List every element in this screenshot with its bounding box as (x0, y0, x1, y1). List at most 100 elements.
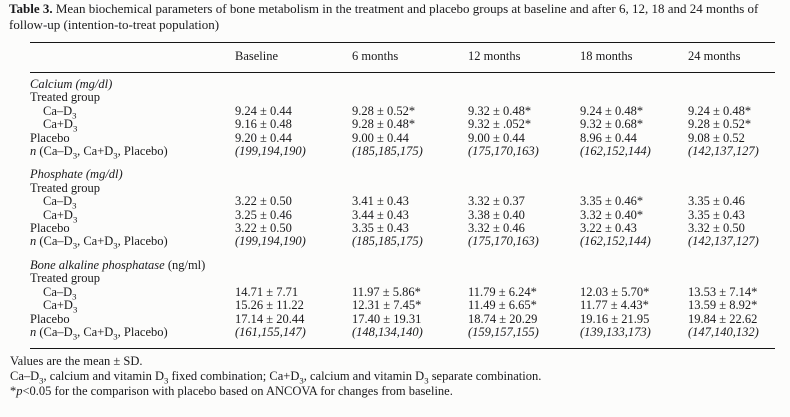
n-count-value: (148,134,140) (352, 324, 423, 339)
row-label-text: (Ca–D3, Ca+D3, Placebo) (36, 144, 168, 161)
row-label: Ca–D3 (30, 103, 235, 121)
measurement-value: 18.74 ± 20.29 (468, 311, 538, 326)
table-row: Ca–D3 3.22 ± 0.50 3.41 ± 0.43 3.32 ± 0.37 3.… (30, 194, 775, 211)
row-label-text: Ca+D3 (43, 117, 78, 134)
table-row: Treated group (30, 181, 775, 195)
measurement-value: 3.35 ± 0.46 (688, 194, 745, 209)
row-label-text: Ca–D3 (43, 284, 77, 302)
row-label: Placebo (30, 311, 235, 326)
row-label-text: (Ca–D3, Ca+D3, Placebo) (36, 234, 168, 251)
n-count-value: (161,155,147) (235, 324, 306, 339)
measurement-value: 3.22 ± 0.50 (235, 194, 292, 209)
table-caption-text: Mean biochemical parameters of bone meta… (9, 1, 759, 32)
table-top-rule (30, 42, 775, 43)
measurement-value: 3.22 ± 0.43 (580, 221, 637, 236)
n-count-value: (175,170,163) (468, 234, 539, 249)
significance-asterisk: * (10, 383, 17, 398)
significance-p-symbol: p (16, 383, 23, 398)
significance-text: <0.05 for the comparison with placebo ba… (22, 383, 453, 398)
measurement-value: 12.03 ± 5.70* (580, 284, 650, 299)
measurement-value: 9.00 ± 0.44 (468, 130, 525, 145)
measurement-value: 13.59 ± 8.92* (688, 298, 758, 313)
column-header-baseline: Baseline (235, 49, 279, 63)
measurement-value: 3.35 ± 0.43 (688, 207, 745, 222)
n-count-value: (159,157,155) (468, 324, 539, 339)
measurement-value: 9.32 ± 0.68* (580, 117, 644, 132)
measurement-value: 19.16 ± 21.95 (580, 311, 650, 326)
table-footnotes: Values are the mean ± SD. Ca–D3, calcium… (10, 354, 786, 398)
row-label-text: Treated group (30, 271, 101, 286)
table-row: Placebo 3.22 ± 0.50 3.35 ± 0.43 3.32 ± 0.46… (30, 221, 775, 236)
section-name: Bone alkaline phosphatase (30, 257, 165, 272)
row-label-italic-n: n (30, 324, 37, 339)
n-count-value: (185,185,175) (352, 144, 423, 159)
measurement-value: 9.28 ± 0.52* (688, 117, 752, 132)
row-label: Ca–D3 (30, 195, 235, 211)
section-name: Calcium (mg/dl) (30, 77, 113, 91)
measurement-value: 11.97 ± 5.86* (352, 284, 421, 299)
table-number: Table 3. (9, 1, 53, 16)
footnote-mean-sd: Values are the mean ± SD. (10, 354, 143, 368)
measurement-value: 9.08 ± 0.52 (688, 130, 745, 145)
section-title: Calcium (mg/dl) (30, 77, 775, 91)
measurement-value: 9.20 ± 0.44 (235, 130, 292, 145)
measurement-value: 9.32 ± .052* (468, 117, 532, 132)
section-title: Phosphate (mg/dl) (30, 168, 775, 181)
row-label-text: (Ca–D3, Ca+D3, Placebo) (36, 324, 168, 342)
footnote-abbreviations: Ca–D3, calcium and vitamin D3 fixed comb… (10, 368, 542, 386)
n-count-value: (142,137,127) (688, 234, 759, 249)
measurement-value: 3.32 ± 0.40* (580, 207, 644, 222)
measurement-value: 12.31 ± 7.45* (352, 298, 422, 313)
column-header-18-months: 18 months (580, 49, 633, 63)
row-label: Treated group (30, 91, 235, 104)
row-label: Ca+D3 (30, 117, 235, 134)
row-label: Placebo (30, 131, 235, 145)
n-count-value: (142,137,127) (688, 144, 759, 159)
section-title: Bone alkaline phosphatase (ng/ml) (30, 257, 775, 272)
column-header-12-months: 12 months (468, 49, 521, 63)
measurement-value: 9.24 ± 0.48* (580, 103, 644, 118)
measurement-value: 9.28 ± 0.48* (352, 117, 416, 132)
measurement-value: 3.22 ± 0.50 (235, 221, 292, 236)
table-row: Placebo 9.20 ± 0.44 9.00 ± 0.44 9.00 ± 0.44… (30, 130, 775, 145)
measurement-value: 3.35 ± 0.46* (580, 194, 644, 209)
row-label-text: Placebo (30, 311, 70, 326)
row-label-text: Treated group (30, 90, 101, 105)
measurement-value: 3.32 ± 0.46 (468, 221, 525, 236)
table-row: Ca+D3 15.26 ± 11.22 12.31 ± 7.45* 11.49 ± 6… (30, 298, 775, 314)
table-row: Ca+D3 3.25 ± 0.46 3.44 ± 0.43 3.38 ± 0.40 3.… (30, 207, 775, 225)
n-count-value: (199,194,190) (235, 144, 306, 159)
measurement-value: 19.84 ± 22.62 (688, 311, 758, 326)
section-title-row: Phosphate (mg/dl) (30, 168, 775, 181)
measurement-value: 15.26 ± 11.22 (235, 298, 304, 313)
row-label: Treated group (30, 272, 235, 285)
row-label-italic-n: n (30, 144, 37, 159)
row-label: Ca+D3 (30, 207, 235, 225)
measurement-value: 3.38 ± 0.40 (468, 207, 525, 222)
section-name: Phosphate (mg/dl) (30, 167, 123, 182)
table-header-rule (30, 72, 775, 73)
measurement-value: 9.32 ± 0.48* (468, 103, 532, 118)
table-bottom-rule (30, 348, 775, 350)
measurement-value: 3.35 ± 0.43 (352, 221, 409, 236)
biochemical-parameters-table: Baseline 6 months 12 months 18 months 24… (30, 42, 775, 350)
footnote-significance: *p<0.05 for the comparison with placebo … (10, 384, 786, 399)
measurement-value: 3.25 ± 0.46 (235, 207, 292, 222)
row-label-text: Ca–D3 (43, 103, 77, 121)
n-count-value: (199,194,190) (235, 234, 306, 249)
measurement-value: 9.00 ± 0.44 (352, 130, 409, 145)
measurement-value: 11.49 ± 6.65* (468, 298, 537, 313)
measurement-value: 3.41 ± 0.43 (352, 194, 409, 209)
measurement-value: 9.16 ± 0.48 (235, 117, 292, 132)
row-label-text: Placebo (30, 221, 70, 236)
n-count-value: (162,152,144) (580, 144, 651, 159)
row-label-text: Ca+D3 (43, 207, 78, 225)
n-count-value: (162,152,144) (580, 234, 651, 249)
row-label: Ca+D3 (30, 298, 235, 314)
row-label: Placebo (30, 221, 235, 236)
n-count-value: (147,140,132) (688, 324, 759, 339)
header-spacer-cell (30, 49, 235, 64)
column-header-24-months: 24 months (688, 49, 741, 63)
table-row: Ca–D3 14.71 ± 7.71 11.97 ± 5.86* 11.79 ± 6.… (30, 284, 775, 302)
